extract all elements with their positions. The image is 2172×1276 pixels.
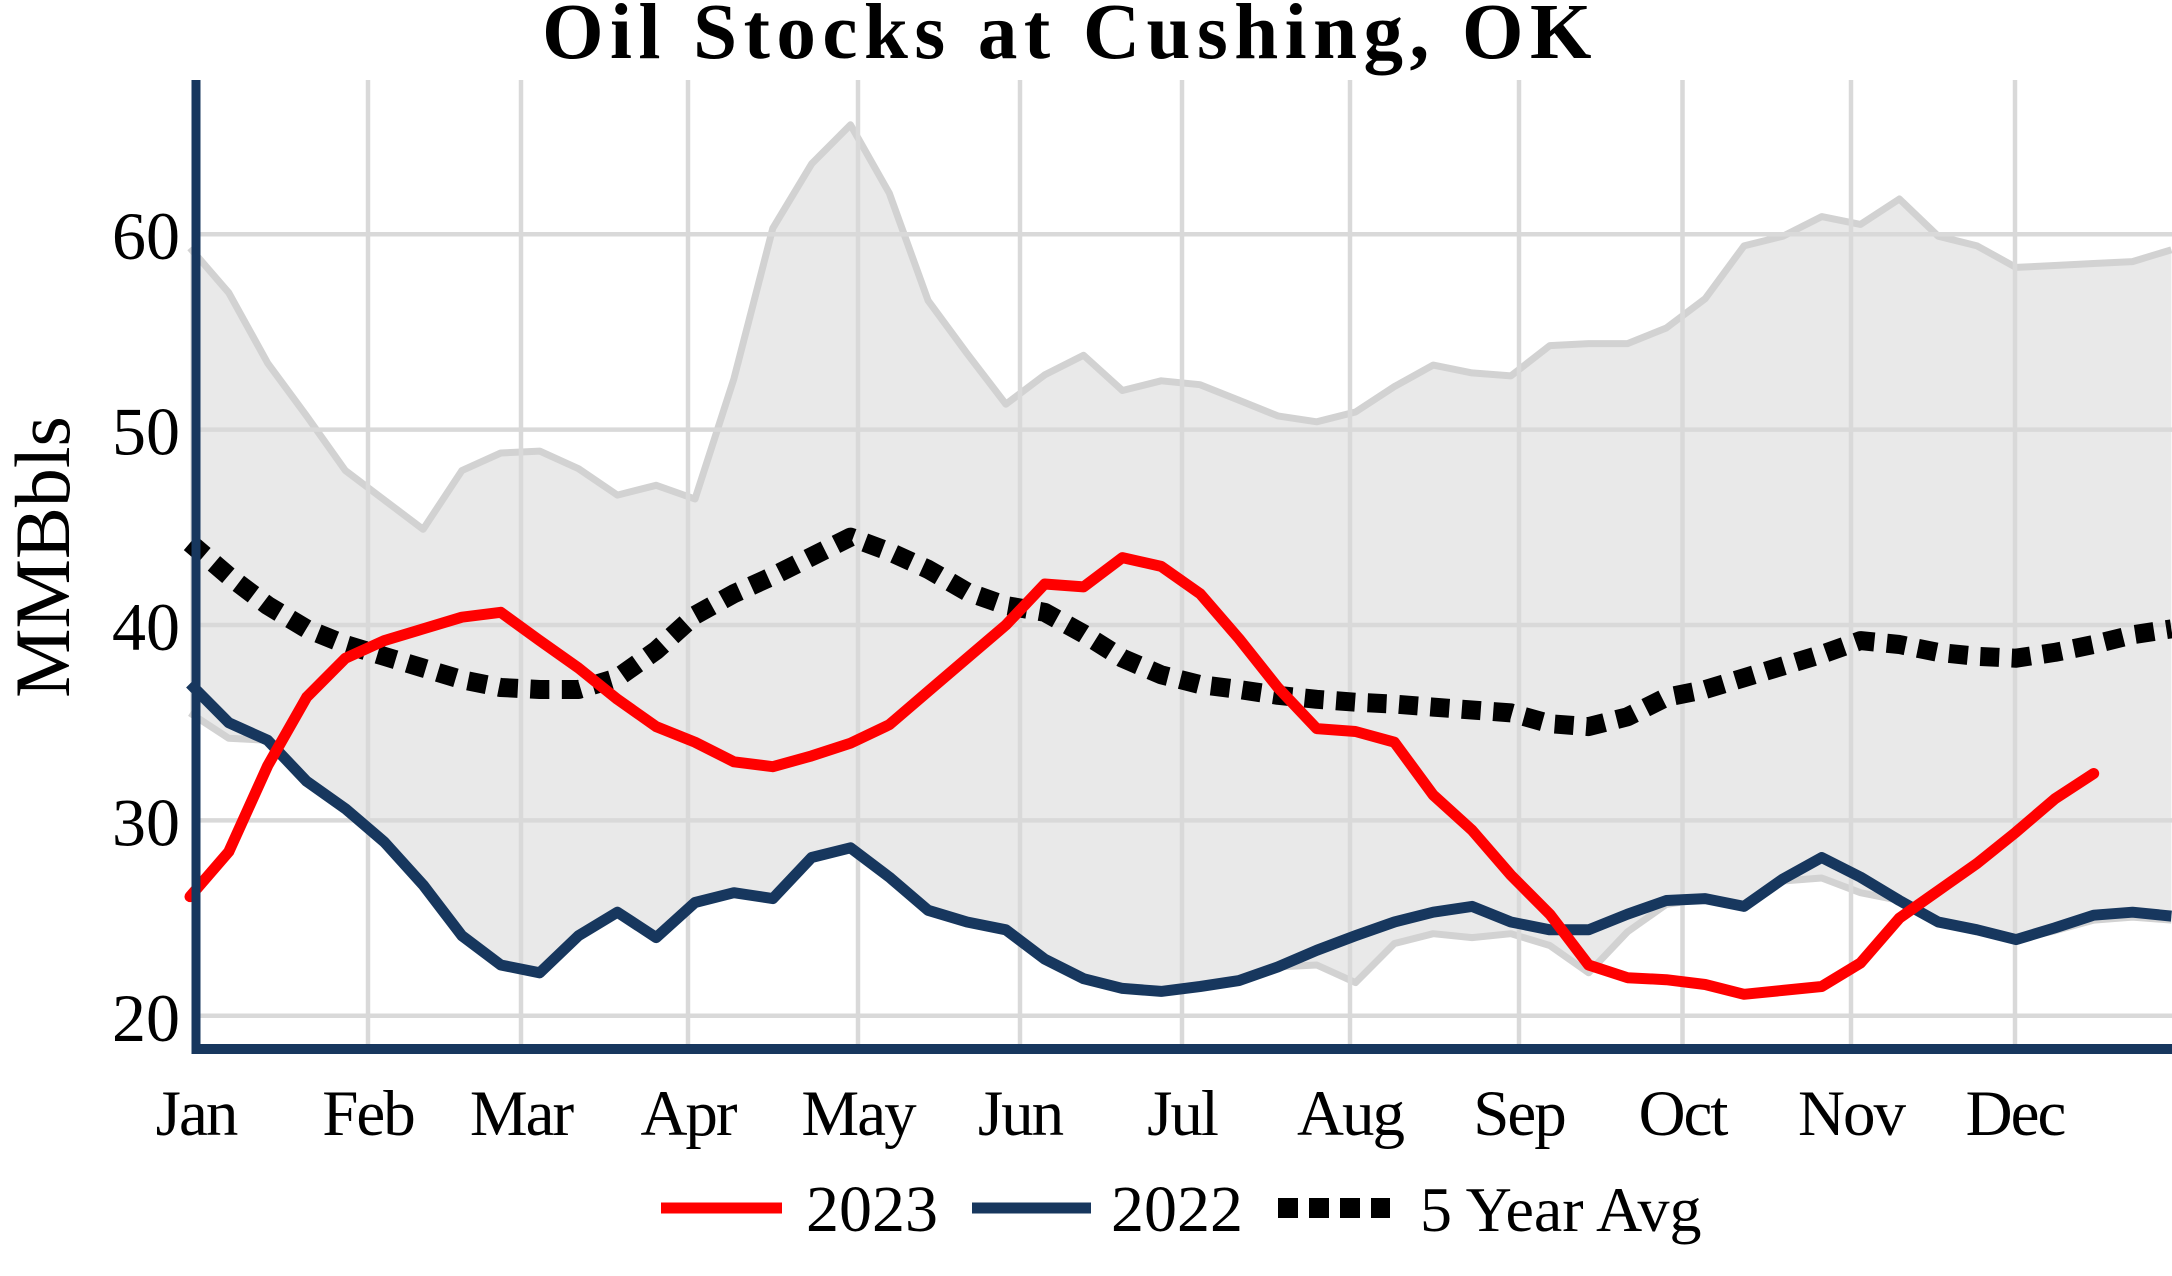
svg-text:2022: 2022 <box>1111 1173 1243 1246</box>
svg-text:20: 20 <box>112 980 180 1056</box>
svg-text:Aug: Aug <box>1297 1078 1404 1150</box>
svg-text:Apr: Apr <box>640 1078 737 1150</box>
svg-text:30: 30 <box>112 784 180 860</box>
svg-text:Jan: Jan <box>156 1078 238 1150</box>
svg-text:60: 60 <box>112 198 180 274</box>
svg-text:40: 40 <box>112 589 180 665</box>
svg-text:Mar: Mar <box>470 1078 575 1150</box>
svg-text:2023: 2023 <box>806 1173 938 1246</box>
svg-text:Oct: Oct <box>1639 1078 1729 1150</box>
svg-text:Feb: Feb <box>322 1078 414 1150</box>
svg-text:Nov: Nov <box>1798 1078 1906 1150</box>
svg-text:MMBbls: MMBbls <box>0 416 86 698</box>
svg-text:Jul: Jul <box>1147 1078 1218 1150</box>
svg-text:50: 50 <box>112 394 180 470</box>
svg-text:Sep: Sep <box>1473 1078 1565 1150</box>
svg-text:5 Year Avg: 5 Year Avg <box>1420 1174 1702 1245</box>
svg-text:May: May <box>801 1078 917 1150</box>
svg-text:Dec: Dec <box>1966 1078 2065 1150</box>
svg-text:Oil Stocks at Cushing, OK: Oil Stocks at Cushing, OK <box>542 0 1598 76</box>
svg-text:Jun: Jun <box>978 1078 1064 1150</box>
